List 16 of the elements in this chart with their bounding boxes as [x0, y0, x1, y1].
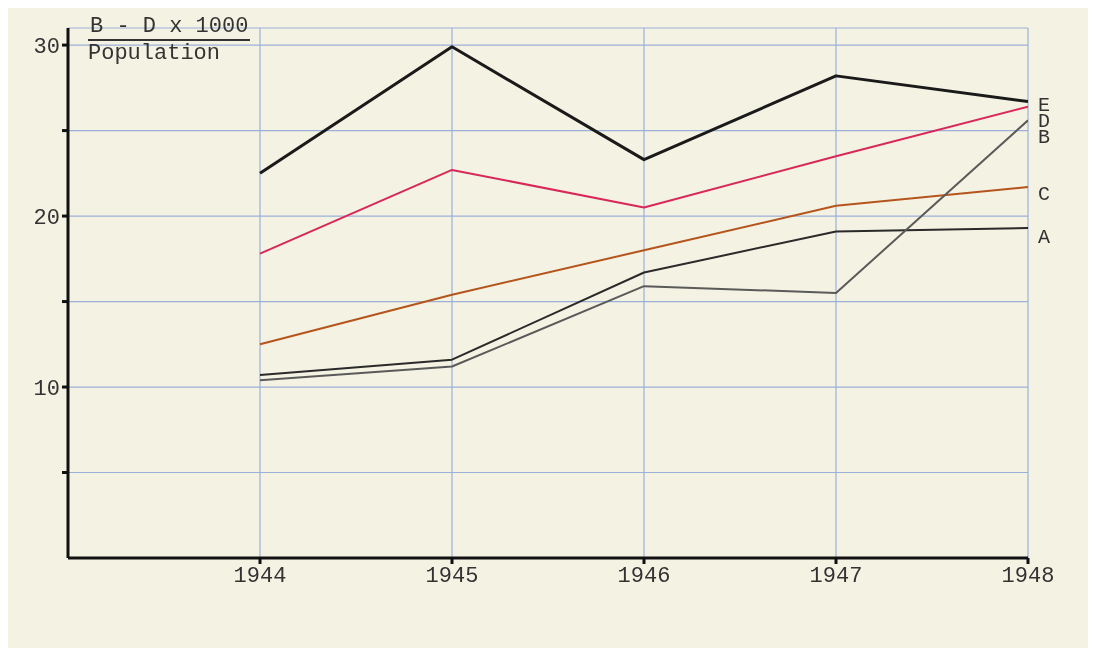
y-tick-label: 30 [33, 34, 60, 60]
x-tick-label: 1945 [425, 563, 479, 589]
x-tick-label: 1947 [809, 563, 863, 589]
y-tick-label: 20 [33, 205, 60, 231]
line-series [259, 186, 1028, 346]
line-series [259, 105, 1028, 255]
line-series [259, 119, 1028, 382]
line-series [258, 45, 1028, 175]
y-axis-title: B - D x 1000 Population [88, 14, 250, 66]
x-tick-label: 1944 [233, 563, 287, 589]
x-tick-label: 1948 [1001, 563, 1055, 589]
series-label: C [1038, 183, 1051, 206]
series-label: A [1038, 225, 1051, 249]
line-series [259, 227, 1028, 377]
x-tick-label: 1946 [617, 563, 671, 589]
y-tick-label: 10 [33, 376, 60, 402]
